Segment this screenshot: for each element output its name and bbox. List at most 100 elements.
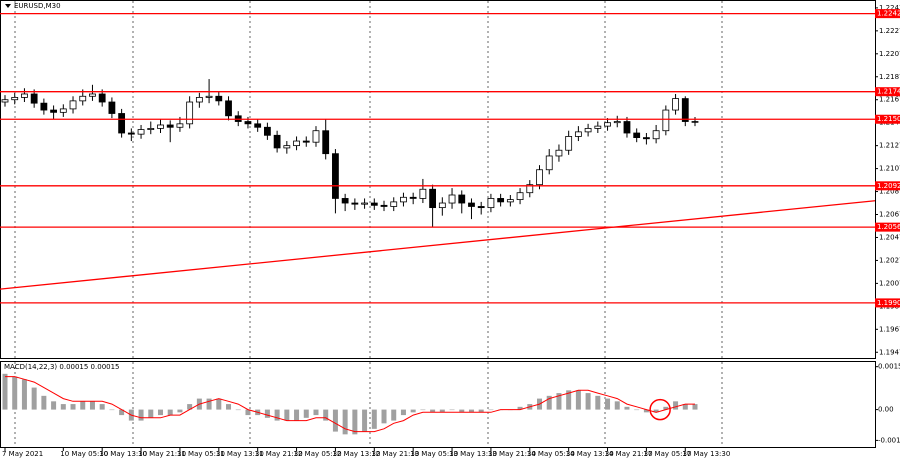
macd-bar [245, 409, 251, 416]
level-label-box [875, 9, 900, 19]
macd-bar [575, 390, 581, 410]
macd-bar [468, 409, 474, 413]
macd-bar [478, 409, 484, 413]
level-label: 1.2150 [877, 115, 900, 123]
candle-body [380, 204, 388, 207]
macd-bar [216, 398, 222, 410]
candle-body [516, 192, 524, 200]
x-tick-label: 12 May 21:30 [371, 450, 419, 458]
candle-body [526, 184, 534, 194]
candle-body [400, 196, 407, 203]
macd-bar [21, 379, 27, 410]
macd-bar [371, 409, 377, 429]
macd-bar [157, 409, 163, 416]
macd-bar [342, 409, 348, 435]
level-label-box [875, 222, 900, 232]
macd-bar [313, 409, 319, 416]
macd-bar [391, 409, 397, 421]
candle-body [40, 102, 48, 111]
macd-bar [595, 395, 601, 410]
level-label: 1.2092 [877, 182, 900, 190]
x-tick-label: 10 May 21:30 [138, 450, 186, 458]
y-tick-label: 1.2047 [879, 233, 900, 241]
candle-body [127, 132, 135, 135]
macd-bar [51, 401, 57, 410]
candle-body [370, 202, 378, 206]
symbol-menu-icon [5, 4, 11, 8]
candle-body [604, 122, 611, 127]
macd-bar [2, 373, 8, 410]
macd-panel-frame [0, 361, 876, 448]
candle-body [506, 199, 514, 203]
macd-bar [332, 409, 338, 432]
macd-label: MACD(14,22,3) 0.00015 0.00015 [4, 363, 120, 371]
candle-body [565, 136, 573, 151]
macd-bar [12, 376, 18, 410]
level-label: 1.2056 [877, 223, 900, 231]
macd-bar [566, 390, 572, 410]
candle-body [11, 97, 19, 101]
y-tick-label: 1.2087 [879, 188, 900, 196]
candle-body [1, 99, 9, 103]
x-tick-label: 17 May 13:30 [682, 450, 730, 458]
candle-body [613, 121, 621, 124]
level-label-box [875, 114, 900, 124]
macd-bar [410, 409, 416, 413]
candle-body [332, 153, 339, 199]
y-tick-label: 1.2167 [879, 96, 900, 104]
candle-body [487, 198, 495, 209]
candle-body [662, 109, 670, 132]
macd-bar [119, 409, 125, 416]
y-tick-label: 1.2207 [879, 50, 900, 58]
macd-bar [459, 409, 465, 413]
macd-bar [294, 409, 300, 421]
level-label: 1.2174 [877, 88, 900, 96]
candle-body [273, 134, 281, 149]
macd-bar [634, 409, 640, 411]
macd-bar [643, 409, 649, 413]
candle-body [312, 130, 320, 143]
candle-body [89, 93, 96, 97]
highlight-circle [649, 398, 671, 421]
level-label: 1.1990 [877, 299, 900, 307]
candle-body [419, 188, 427, 199]
y-tick-label: 1.2067 [879, 211, 900, 219]
macd-bar [449, 409, 455, 411]
signal-line [5, 376, 695, 433]
level-label: 1.2242 [877, 10, 900, 18]
macd-bar [303, 409, 309, 418]
y-tick-label: 1.2027 [879, 256, 900, 264]
y-tick-label: 1.2187 [879, 73, 900, 81]
candle-body [633, 132, 641, 139]
macd-bar [673, 401, 679, 410]
candle-body [652, 130, 660, 140]
candle-body [186, 101, 194, 125]
macd-bar [605, 398, 611, 410]
candle-body [351, 202, 359, 205]
candle-body [438, 202, 446, 209]
candle-body [643, 137, 650, 140]
candle-body [672, 98, 679, 111]
level-label-box [875, 181, 900, 191]
candle-body [263, 126, 271, 136]
candle-body [681, 98, 689, 122]
x-tick-label: 12 May 05:30 [294, 450, 342, 458]
y-tick-label: 1.2247 [879, 4, 900, 12]
macd-bar [663, 406, 669, 410]
candle-body [429, 188, 437, 209]
macd-bar [420, 409, 426, 411]
x-tick-label: 11 May 21:30 [255, 450, 303, 458]
candle-body [341, 198, 349, 204]
macd-bar [682, 404, 688, 410]
candle-body [458, 194, 466, 204]
candle-body [574, 131, 582, 137]
candle-body [468, 202, 475, 207]
candle-body [448, 194, 456, 204]
level-label-box [875, 87, 900, 97]
candle-body [623, 121, 631, 134]
macd-bar [177, 409, 183, 413]
x-tick-label: 12 May 13:30 [332, 450, 380, 458]
